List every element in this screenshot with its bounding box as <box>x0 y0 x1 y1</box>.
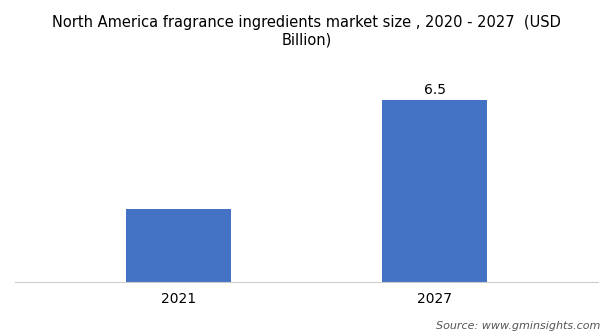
Text: 6.5: 6.5 <box>424 83 446 97</box>
Title: North America fragrance ingredients market size , 2020 - 2027  (USD
Billion): North America fragrance ingredients mark… <box>52 15 561 47</box>
Text: Source: www.gminsights.com: Source: www.gminsights.com <box>436 321 601 331</box>
Bar <box>383 100 487 282</box>
Bar <box>126 209 230 282</box>
